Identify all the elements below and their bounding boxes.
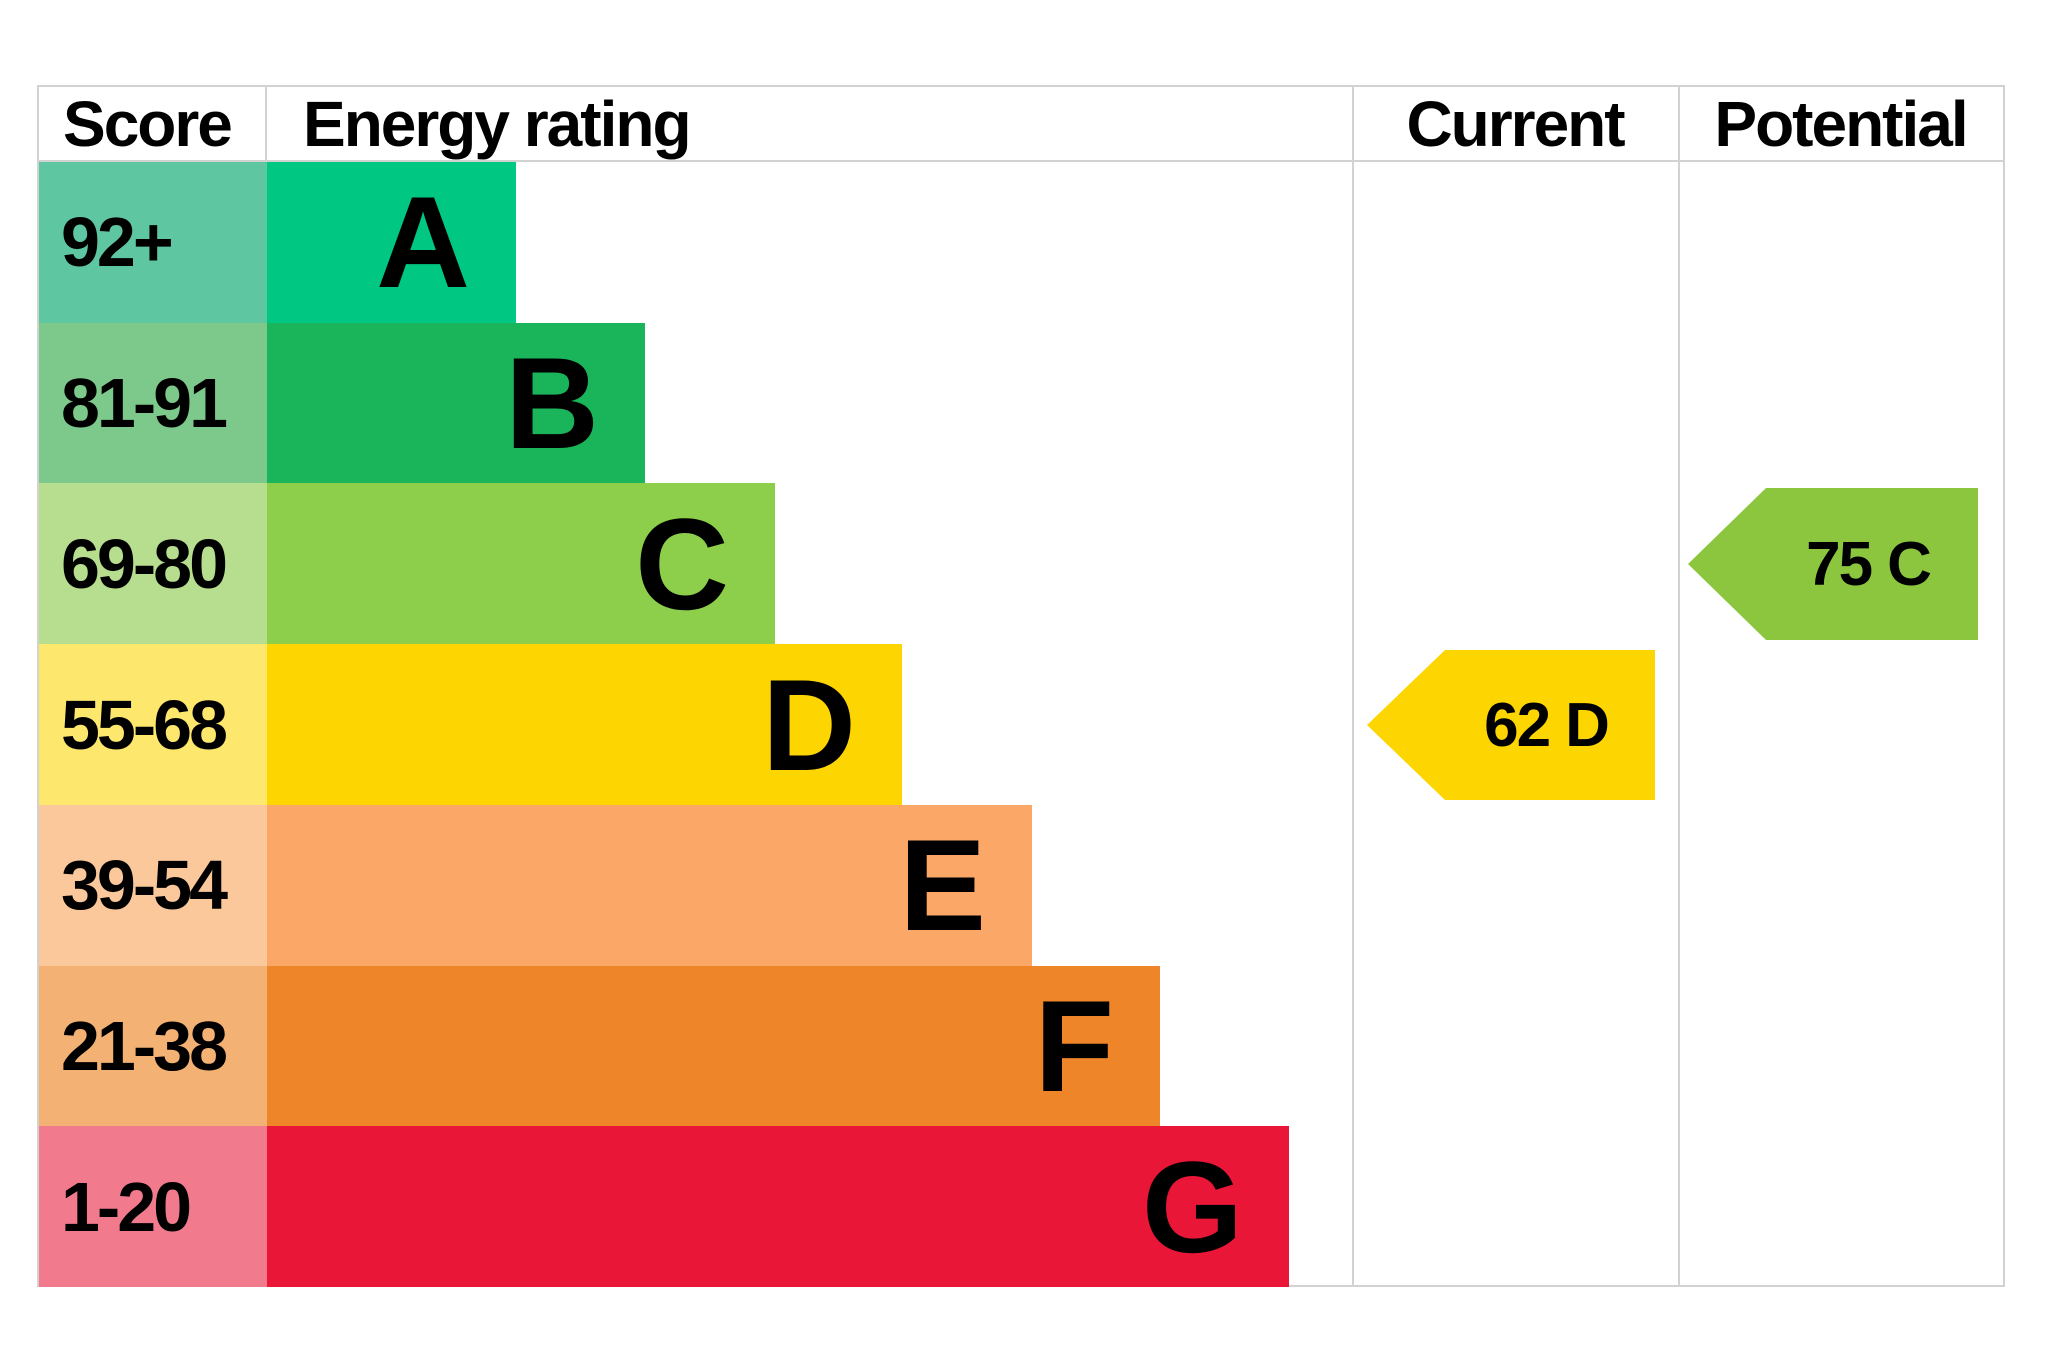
potential-score-value: 75: [1806, 529, 1873, 599]
score-range-label: 39-54: [61, 846, 228, 925]
column-divider-potential: [1678, 87, 1680, 1285]
rating-bar-D: D: [267, 644, 902, 805]
rating-bar-G: G: [267, 1126, 1289, 1288]
band-row-G: 1-20 G: [39, 1126, 2003, 1288]
band-rows: 92+ A 81-91 B 69-80 C 55-68 D 39-54: [39, 162, 2003, 1288]
column-divider-current: [1352, 87, 1354, 1285]
band-letter: C: [635, 490, 729, 637]
column-header-energy-rating: Energy rating: [303, 87, 692, 160]
column-header-current: Current: [1406, 87, 1625, 160]
score-range-label: 21-38: [61, 1006, 228, 1085]
score-range-cell-A: 92+: [39, 162, 267, 323]
rating-bar-E: E: [267, 804, 1032, 966]
rating-bar-C: C: [267, 483, 775, 645]
band-letter: B: [505, 330, 599, 477]
score-range-label: 92+: [61, 203, 174, 282]
rating-bar-B: B: [267, 322, 645, 484]
band-row-E: 39-54 E: [39, 804, 2003, 966]
rating-bar-F: F: [267, 965, 1160, 1127]
score-range-cell-D: 55-68: [39, 644, 267, 805]
epc-rating-table: Score Energy rating Current Potential 92…: [37, 85, 2005, 1288]
band-row-C: 69-80 C: [39, 483, 2003, 645]
band-letter: G: [1141, 1133, 1243, 1280]
column-header-score: Score: [39, 87, 267, 160]
score-range-cell-F: 21-38: [39, 965, 267, 1127]
score-range-cell-G: 1-20: [39, 1126, 267, 1288]
score-range-label: 69-80: [61, 524, 228, 603]
score-range-label: 1-20: [61, 1167, 192, 1246]
potential-band-letter: C: [1887, 529, 1932, 599]
band-row-F: 21-38 F: [39, 965, 2003, 1127]
table-header-row: Score Energy rating Current Potential: [39, 87, 2003, 162]
score-range-label: 81-91: [61, 364, 228, 443]
score-range-cell-C: 69-80: [39, 483, 267, 645]
rating-bar-A: A: [267, 162, 516, 323]
score-range-label: 55-68: [61, 685, 228, 764]
current-band-letter: D: [1565, 690, 1610, 760]
band-row-D: 55-68 D: [39, 644, 2003, 805]
band-letter: A: [376, 169, 470, 316]
band-row-B: 81-91 B: [39, 322, 2003, 484]
band-letter: D: [762, 651, 856, 798]
band-row-A: 92+ A: [39, 162, 2003, 323]
column-header-potential: Potential: [1714, 87, 1968, 160]
score-range-cell-E: 39-54: [39, 804, 267, 966]
score-range-cell-B: 81-91: [39, 322, 267, 484]
current-score-value: 62: [1484, 690, 1551, 760]
band-letter: E: [899, 812, 986, 959]
band-letter: F: [1034, 972, 1114, 1119]
